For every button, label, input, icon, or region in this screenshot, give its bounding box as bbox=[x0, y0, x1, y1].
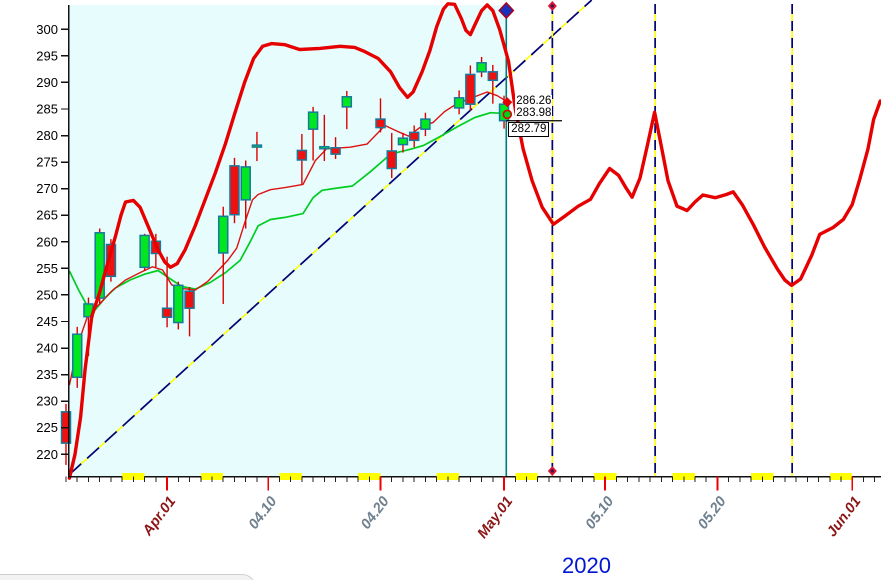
slow-ma-endpoint-circle bbox=[502, 109, 513, 120]
window-corner-shape bbox=[0, 574, 256, 580]
candle[interactable] bbox=[465, 65, 476, 111]
candle-body bbox=[420, 118, 431, 130]
x-date-label: Jun.01 bbox=[824, 494, 864, 540]
candle-body bbox=[94, 232, 105, 299]
candle-body bbox=[240, 166, 251, 201]
y-tick-label: 250 bbox=[36, 287, 58, 302]
candle[interactable] bbox=[251, 131, 263, 162]
candle[interactable] bbox=[386, 132, 397, 179]
y-tick-label: 220 bbox=[36, 447, 58, 462]
y-tick-label: 280 bbox=[36, 128, 58, 143]
fast-ma-endpoint-diamond bbox=[502, 97, 513, 108]
candle-body bbox=[139, 234, 150, 269]
y-tick-label: 270 bbox=[36, 181, 58, 196]
y-tick-label: 285 bbox=[36, 101, 58, 116]
fast-ma-line bbox=[68, 91, 509, 386]
candle-body bbox=[229, 165, 240, 216]
trend-line[interactable] bbox=[68, 0, 593, 476]
candle-body bbox=[487, 71, 499, 82]
candle[interactable] bbox=[139, 233, 150, 272]
candle-body bbox=[319, 145, 330, 150]
candle-body bbox=[330, 147, 341, 155]
x-date-label: Apr.01 bbox=[139, 494, 179, 540]
candle-body bbox=[105, 243, 117, 278]
x-date-label: 04.20 bbox=[358, 494, 393, 533]
candle[interactable] bbox=[307, 106, 319, 161]
candle[interactable] bbox=[453, 90, 465, 115]
y-tick-label: 295 bbox=[36, 48, 58, 63]
y-tick-label: 265 bbox=[36, 208, 58, 223]
slow-ma-line bbox=[68, 111, 509, 311]
y-tick-label: 225 bbox=[36, 420, 58, 435]
y-tick-label: 275 bbox=[36, 155, 58, 170]
candle-body bbox=[397, 137, 409, 146]
candle[interactable] bbox=[240, 160, 251, 229]
candle-body bbox=[161, 307, 173, 318]
divider-top-diamond bbox=[498, 1, 515, 20]
candle-body bbox=[251, 144, 263, 148]
upper-band-line bbox=[67, 2, 881, 480]
candle[interactable] bbox=[330, 137, 341, 159]
y-tick-label: 290 bbox=[36, 75, 58, 90]
candle-body bbox=[71, 333, 83, 379]
candle-body bbox=[386, 150, 397, 170]
candle-body bbox=[217, 215, 229, 254]
x-date-label: May.01 bbox=[475, 494, 517, 542]
candle[interactable] bbox=[173, 281, 184, 330]
candle[interactable] bbox=[420, 112, 431, 137]
candle[interactable] bbox=[184, 286, 195, 337]
candle-body bbox=[296, 149, 308, 161]
candle-body bbox=[173, 284, 184, 324]
candle[interactable] bbox=[375, 98, 386, 133]
y-tick-label: 240 bbox=[36, 341, 58, 356]
y-tick-label: 235 bbox=[36, 367, 58, 382]
event-line-diamond-center bbox=[550, 469, 554, 473]
candle[interactable] bbox=[341, 90, 353, 130]
candle[interactable] bbox=[476, 56, 487, 78]
candle-body bbox=[408, 131, 420, 142]
last-price-callout: 282.79 bbox=[508, 121, 550, 137]
y-tick-label: 260 bbox=[36, 234, 58, 249]
candle[interactable] bbox=[229, 157, 240, 224]
candle[interactable] bbox=[487, 64, 499, 104]
year-label: 2020 bbox=[562, 553, 611, 578]
candle[interactable] bbox=[296, 133, 308, 184]
candle-body bbox=[465, 73, 476, 105]
y-tick-label: 255 bbox=[36, 261, 58, 276]
candles bbox=[60, 56, 510, 465]
y-tick-label: 300 bbox=[36, 22, 58, 37]
x-date-label: 05.20 bbox=[695, 494, 730, 533]
y-tick-label: 230 bbox=[36, 394, 58, 409]
axes: 220 225 230 235 240 245 250 255 260 265 270 275 280 2… bbox=[36, 5, 881, 491]
candle-body bbox=[184, 290, 195, 309]
y-tick-label: 245 bbox=[36, 314, 58, 329]
candle-body bbox=[476, 62, 487, 73]
candle-body bbox=[375, 118, 386, 129]
candle[interactable] bbox=[71, 326, 83, 388]
candle[interactable] bbox=[397, 132, 409, 153]
event-line-diamond-center bbox=[550, 4, 554, 8]
candle-body bbox=[341, 96, 353, 108]
candle[interactable] bbox=[319, 114, 330, 162]
slow-ma-price-callout: 283.98 bbox=[515, 107, 553, 121]
candle[interactable] bbox=[161, 256, 173, 328]
candle-body bbox=[453, 97, 465, 109]
x-date-label: 05.10 bbox=[583, 494, 618, 533]
fast-ma-price-callout: 286.26 bbox=[515, 95, 553, 109]
x-date-label: 04.10 bbox=[246, 494, 281, 533]
candle[interactable] bbox=[408, 125, 420, 148]
candle[interactable] bbox=[217, 206, 229, 304]
candle-body bbox=[307, 111, 319, 130]
